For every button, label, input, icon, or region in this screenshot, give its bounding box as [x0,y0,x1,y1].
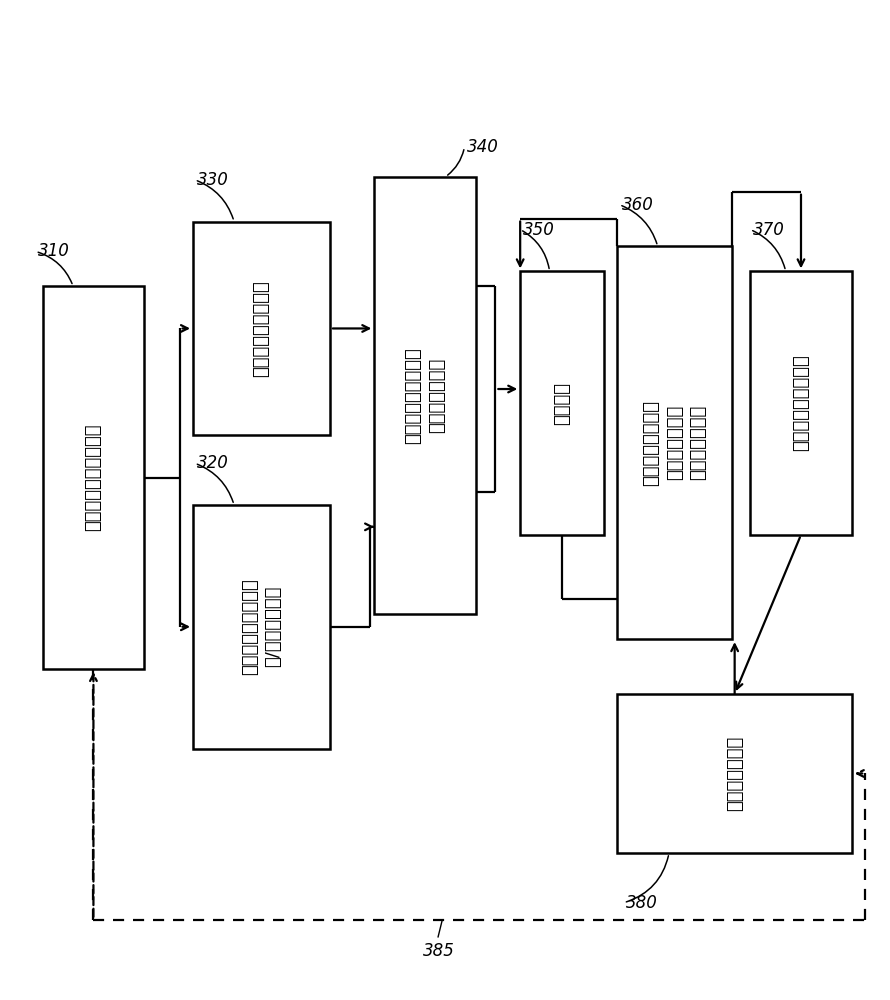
Text: 自动调整规划的模式: 自动调整规划的模式 [253,280,271,377]
Text: 320: 320 [198,454,230,472]
Text: 以特定的调整曲线开始: 以特定的调整曲线开始 [85,424,102,531]
Text: 330: 330 [198,171,230,189]
Bar [618,246,732,639]
Bar [43,286,144,669]
Text: 对调整常数存档来
映射对不平衡和
系统响应的影响: 对调整常数存档来 映射对不平衡和 系统响应的影响 [643,400,708,486]
Bar [750,271,852,535]
Bar [520,271,604,535]
Text: 360: 360 [622,196,654,214]
Bar [374,177,476,614]
Text: 新曲线接受标准: 新曲线接受标准 [725,736,744,811]
Text: 350: 350 [522,221,554,239]
Bar [193,505,330,749]
Text: 关于组合的动态特性
和/或排放的警报: 关于组合的动态特性 和/或排放的警报 [240,578,282,675]
Text: 通过组合的调整参数
进行系统不平衡: 通过组合的调整参数 进行系统不平衡 [404,347,446,444]
Text: 产生调整曲线的备份: 产生调整曲线的备份 [792,355,810,451]
Text: 参数修改: 参数修改 [554,382,571,425]
Text: 385: 385 [423,942,455,960]
Text: 380: 380 [627,894,659,912]
Text: 340: 340 [467,138,499,156]
Text: 370: 370 [753,221,785,239]
Bar [618,694,852,853]
Text: 310: 310 [38,242,70,260]
Bar [193,222,330,435]
